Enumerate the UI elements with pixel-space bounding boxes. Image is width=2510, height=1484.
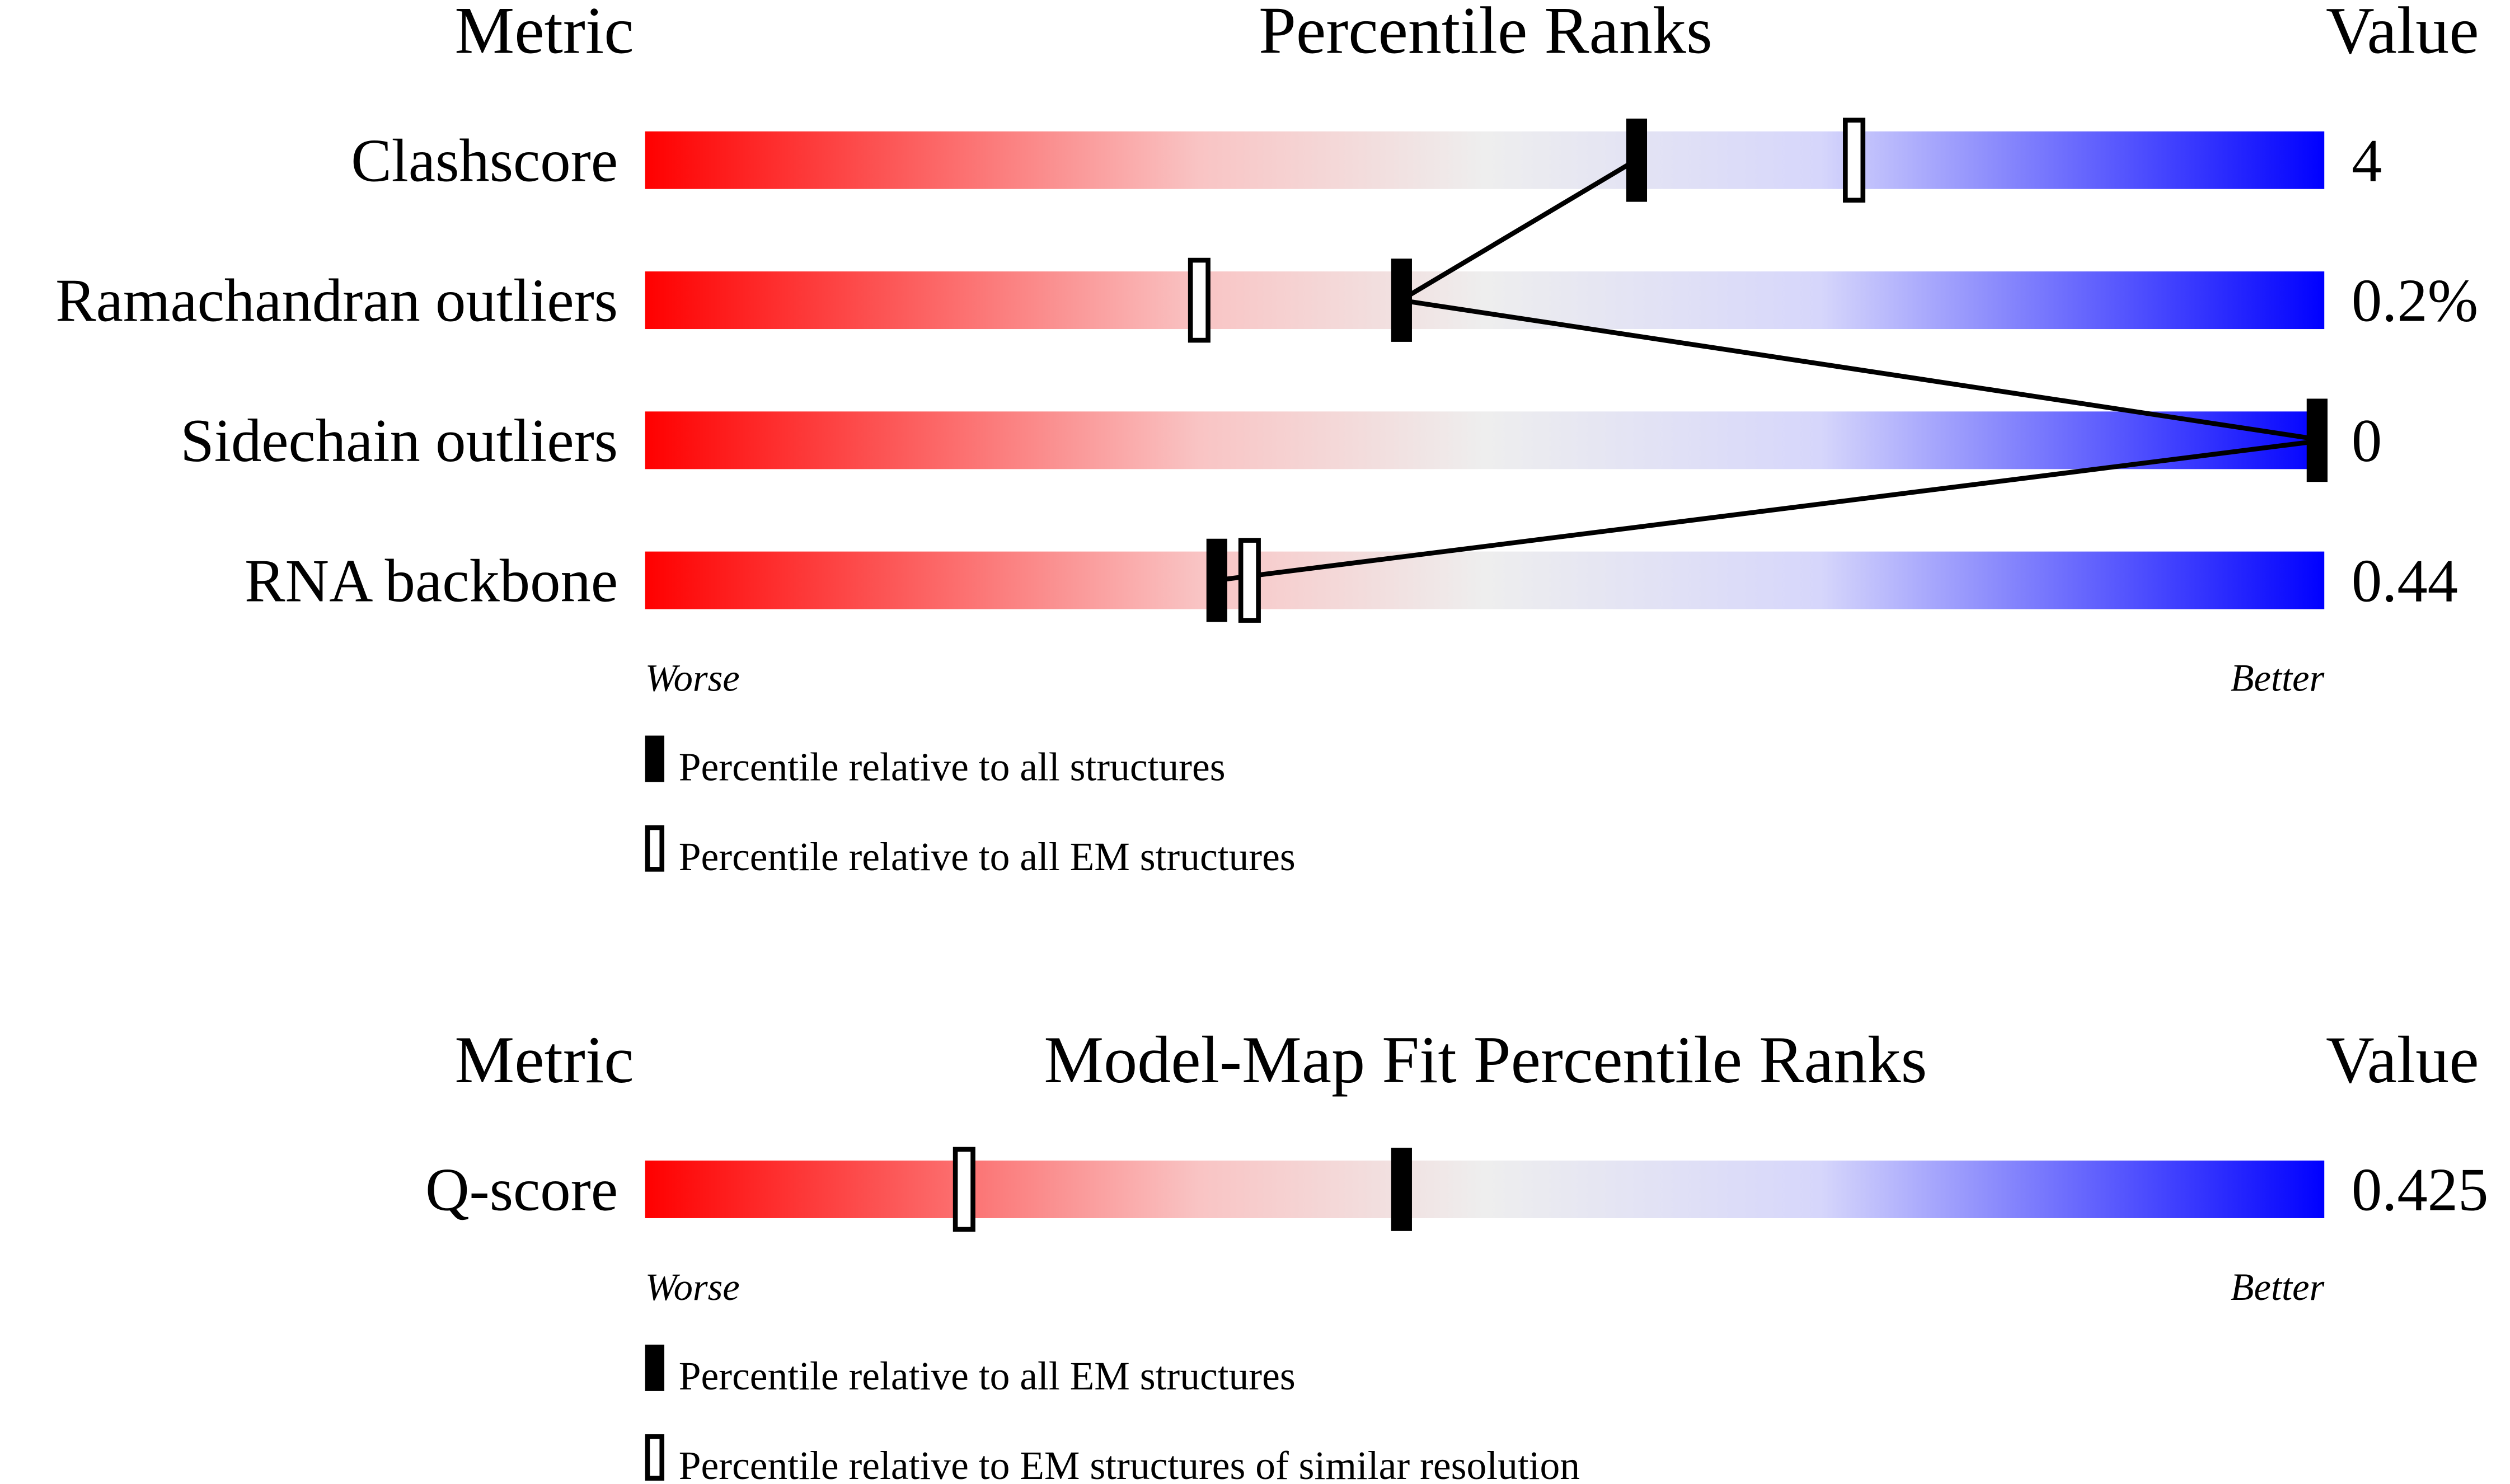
metric-label: Clashscore bbox=[351, 126, 618, 194]
open-marker bbox=[1188, 257, 1211, 343]
metric-label: RNA backbone bbox=[245, 547, 618, 614]
connector-line bbox=[1216, 158, 2325, 583]
gradient-bar bbox=[645, 271, 2325, 330]
header-value: Value bbox=[2326, 1022, 2479, 1097]
metric-label: Ramachandran outliers bbox=[55, 267, 618, 335]
legend-open: Percentile relative to EM structures of … bbox=[679, 1444, 1580, 1484]
metric-label: Sidechain outliers bbox=[180, 407, 618, 475]
legend-filled-icon bbox=[645, 1344, 665, 1391]
worse-label: Worse bbox=[645, 656, 740, 699]
worse-label: Worse bbox=[645, 1266, 740, 1308]
legend-filled-icon bbox=[645, 735, 665, 782]
better-label: Better bbox=[2231, 1266, 2325, 1308]
metric-value: 4 bbox=[2352, 126, 2382, 194]
legend-open-icon bbox=[645, 825, 665, 872]
filled-marker bbox=[1391, 259, 1412, 342]
filled-marker bbox=[1626, 118, 1648, 202]
header-title: Model-Map Fit Percentile Ranks bbox=[1044, 1022, 1927, 1097]
open-marker bbox=[953, 1147, 975, 1232]
gradient-bar bbox=[645, 1160, 2325, 1218]
metric-label: Q-score bbox=[425, 1156, 618, 1224]
header-title: Percentile Ranks bbox=[1259, 0, 1713, 68]
better-label: Better bbox=[2231, 656, 2325, 699]
open-marker bbox=[1843, 118, 1866, 203]
legend-open: Percentile relative to all EM structures bbox=[679, 835, 1296, 879]
metric-value: 0.44 bbox=[2352, 547, 2458, 614]
gradient-bar bbox=[645, 411, 2325, 469]
filled-marker bbox=[2306, 398, 2328, 482]
metric-value: 0.2% bbox=[2352, 267, 2478, 335]
header-metric: Metric bbox=[454, 1022, 634, 1097]
metric-value: 0.425 bbox=[2352, 1156, 2489, 1224]
metric-value: 0 bbox=[2352, 407, 2382, 475]
gradient-bar bbox=[645, 131, 2325, 189]
filled-marker bbox=[1391, 1148, 1412, 1231]
open-marker bbox=[1238, 538, 1261, 623]
header-value: Value bbox=[2326, 0, 2479, 68]
legend-filled: Percentile relative to all structures bbox=[679, 745, 1226, 790]
legend-filled: Percentile relative to all EM structures bbox=[679, 1354, 1296, 1398]
filled-marker bbox=[1206, 538, 1227, 622]
gradient-bar bbox=[645, 551, 2325, 609]
header-metric: Metric bbox=[454, 0, 634, 68]
legend-open-icon bbox=[645, 1434, 665, 1481]
